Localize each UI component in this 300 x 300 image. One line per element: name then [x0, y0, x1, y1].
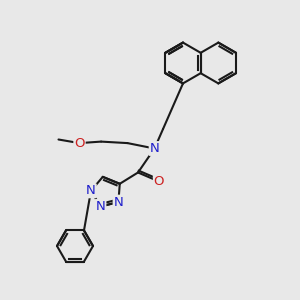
Text: O: O [154, 175, 164, 188]
Text: O: O [74, 136, 85, 150]
Text: N: N [96, 200, 106, 213]
Text: N: N [113, 196, 123, 208]
Text: N: N [86, 184, 96, 197]
Text: N: N [150, 142, 159, 155]
